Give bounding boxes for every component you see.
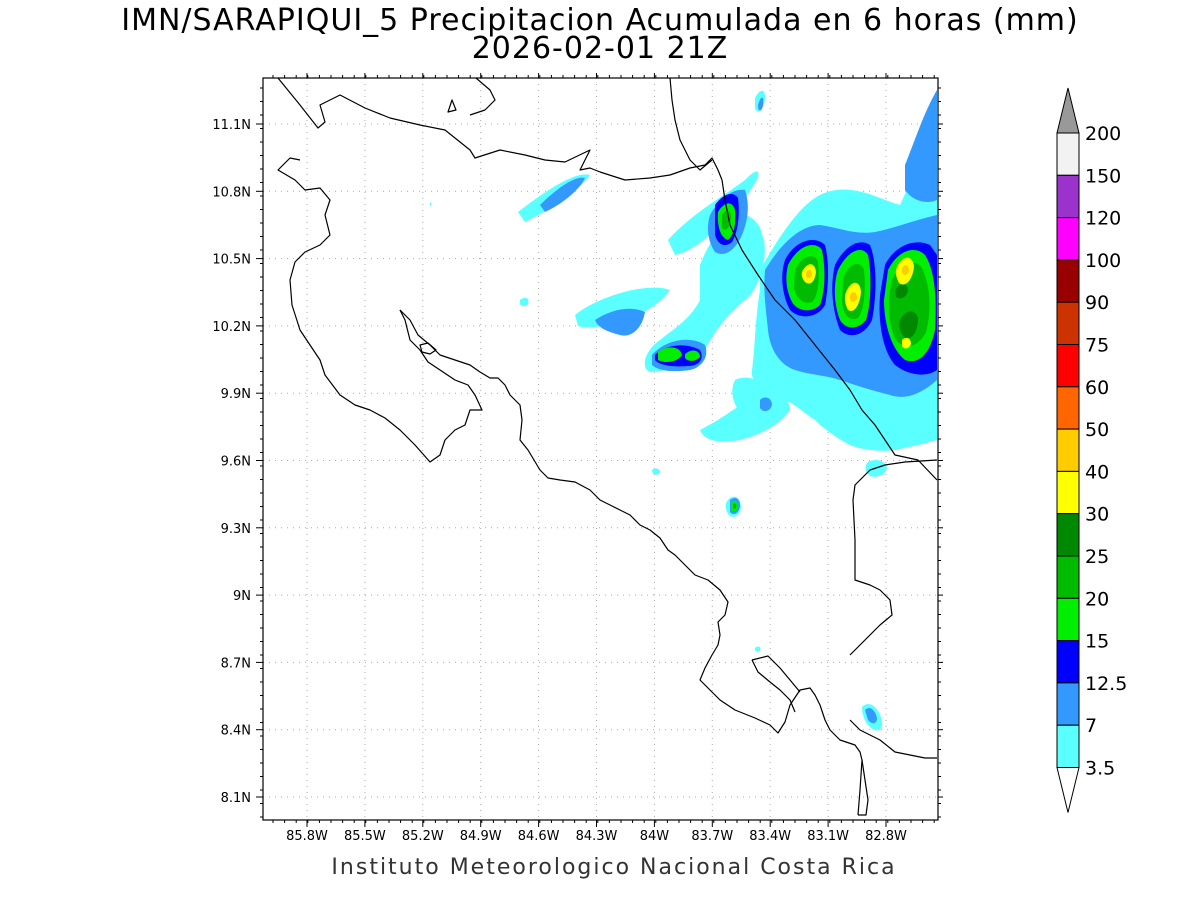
colorbar-swatch: [1056, 174, 1080, 219]
lat-tick-label: 9.9N: [221, 387, 251, 402]
lon-tick-label: 84.9W: [460, 829, 502, 844]
chart-title: IMN/SARAPIQUI_5 Precipitacion Acumulada …: [121, 3, 1079, 38]
lat-tick-label: 8.4N: [221, 724, 251, 739]
colorbar-swatch: [1056, 132, 1080, 176]
lon-tick-label: 85.2W: [402, 829, 444, 844]
axis-ticks: [256, 73, 943, 827]
colorbar-level-label: 7: [1085, 715, 1097, 737]
lon-tick-label: 84.6W: [518, 829, 560, 844]
colorbar-swatch: [1056, 386, 1080, 430]
lon-tick-label: 84.3W: [576, 829, 618, 844]
colorbar-level-label: 200: [1085, 123, 1121, 145]
lat-tick-label: 8.7N: [221, 656, 251, 671]
colorbar-level-label: 30: [1085, 504, 1109, 526]
colorbar-level-label: 40: [1085, 461, 1109, 483]
colorbar-swatch: [1056, 428, 1080, 472]
colorbar-swatch: [1056, 513, 1080, 557]
colorbar-upper-arrow: [1056, 87, 1080, 134]
map-gridlines: [263, 78, 938, 820]
colorbar-swatch: [1056, 682, 1080, 726]
colorbar-level-label: 100: [1085, 250, 1121, 272]
lat-tick-label: 11.1N: [212, 118, 251, 133]
colorbar-swatch: [1056, 724, 1080, 769]
coastlines-and-borders: [277, 78, 938, 816]
colorbar-level-label: 60: [1085, 377, 1109, 399]
footer-credit: Instituto Meteorologico Nacional Costa R…: [331, 855, 897, 880]
colorbar-swatch: [1056, 259, 1080, 303]
colorbar-level-label: 3.5: [1085, 758, 1115, 780]
lat-tick-label: 9.3N: [221, 522, 251, 537]
colorbar-level-label: 25: [1085, 546, 1109, 568]
lat-tick-label: 10.2N: [212, 320, 251, 335]
colorbar-level-label: 12.5: [1085, 673, 1127, 695]
colorbar-swatch: [1056, 640, 1080, 684]
longitude-axis-labels: 85.8W 85.5W 85.2W 84.9W 84.6W 84.3W 84W 83.7W 83…: [286, 829, 907, 844]
colorbar-lower-arrow: [1056, 767, 1080, 813]
colorbar-swatch: [1056, 470, 1080, 515]
colorbar-level-label: 50: [1085, 419, 1109, 441]
lon-tick-label: 83.1W: [807, 829, 849, 844]
lat-tick-label: 9.6N: [221, 455, 251, 470]
lon-tick-label: 83.7W: [691, 829, 733, 844]
colorbar-level-label: 20: [1085, 588, 1109, 610]
colorbar-level-label: 75: [1085, 335, 1109, 357]
colorbar-swatch: [1056, 301, 1080, 346]
lon-tick-label: 83.4W: [749, 829, 791, 844]
colorbar-swatch: [1056, 344, 1080, 388]
chart-subtitle-datetime: 2026-02-01 21Z: [471, 31, 729, 66]
lat-tick-label: 9N: [233, 589, 251, 604]
colorbar-level-label: 90: [1085, 292, 1109, 314]
latitude-axis-labels: 11.1N 10.8N 10.5N 10.2N 9.9N 9.6N 9.3N 9N 8.7N 8.…: [212, 118, 251, 806]
lon-tick-label: 85.5W: [344, 829, 386, 844]
map-frame: [262, 77, 939, 821]
lat-tick-label: 8.1N: [221, 791, 251, 806]
colorbar-level-label: 150: [1085, 165, 1121, 187]
colorbar-swatch: [1056, 555, 1080, 599]
colorbar-swatch: [1056, 217, 1080, 261]
colorbar-level-label: 15: [1085, 631, 1109, 653]
colorbar-level-label: 120: [1085, 208, 1121, 230]
lon-tick-label: 84W: [640, 829, 670, 844]
colorbar-swatch: [1056, 597, 1080, 642]
lat-tick-label: 10.8N: [212, 185, 251, 200]
lon-tick-label: 82.8W: [865, 829, 907, 844]
precipitation-field: [430, 90, 937, 731]
colorbar-legend: 200 150 120 100 90 75 60 50 40 30 25 20 15 12.5 7 3.5: [1056, 87, 1127, 813]
lat-tick-label: 10.5N: [212, 253, 251, 268]
lon-tick-label: 85.8W: [286, 829, 328, 844]
